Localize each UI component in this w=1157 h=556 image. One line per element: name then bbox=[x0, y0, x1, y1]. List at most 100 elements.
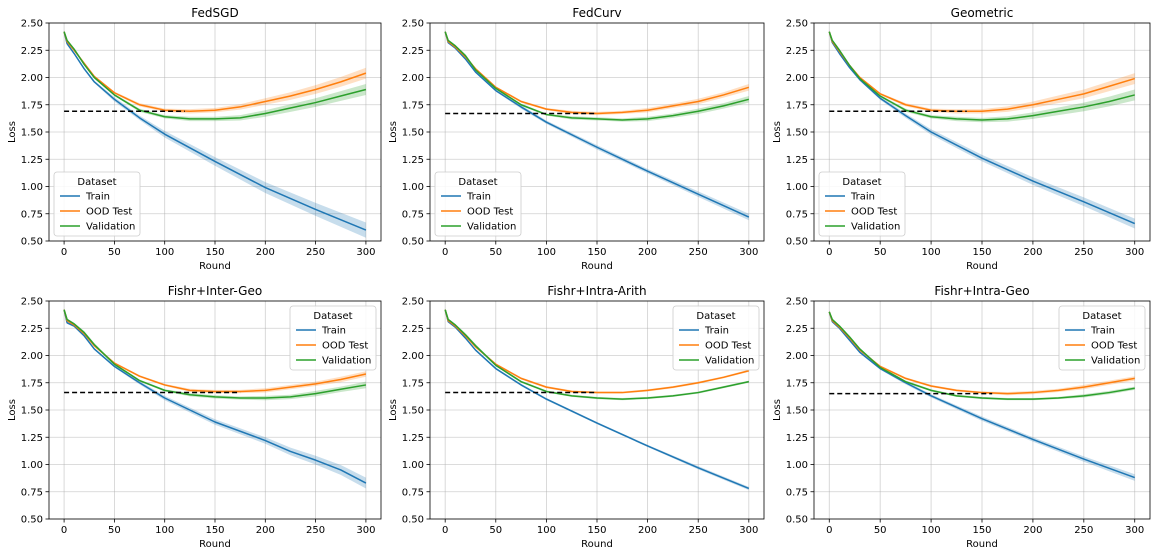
panel-fishr-inter-geo: 0 50 100 150 200 250 300 0.50 0.75 1.00 1.25 1.50 1.… bbox=[7, 284, 382, 550]
panel-title: FedSGD bbox=[191, 6, 238, 20]
y-tick-label: 1.50 bbox=[786, 406, 808, 417]
plot-area bbox=[828, 310, 1135, 481]
y-tick-label: 0.50 bbox=[402, 237, 424, 248]
series-line-train bbox=[828, 311, 1135, 479]
series-line-train bbox=[444, 31, 750, 218]
y-tick-label: 0.75 bbox=[402, 209, 424, 220]
y-tick-label: 1.50 bbox=[402, 128, 424, 139]
y-tick-label: 2.25 bbox=[402, 324, 424, 335]
panel-geometric: 0 50 100 150 200 250 300 0.50 0.75 1.00 1.25 1.50 1.… bbox=[772, 6, 1151, 272]
x-tick-label: 100 bbox=[155, 525, 174, 536]
y-tick-label: 0.75 bbox=[786, 487, 808, 498]
panel-fishr-intra-geo: 0 50 100 150 200 250 300 0.50 0.75 1.00 1.25 1.50 1.… bbox=[772, 284, 1151, 550]
band-validation bbox=[64, 308, 366, 401]
x-tick-label: 100 bbox=[922, 525, 941, 536]
y-tick-label: 1.50 bbox=[786, 128, 808, 139]
series-line-ood-test bbox=[444, 309, 750, 394]
y-tick-label: 2.50 bbox=[786, 297, 808, 308]
y-tick-label: 1.75 bbox=[21, 100, 43, 111]
series-line-ood-test bbox=[63, 309, 367, 393]
legend-label: OOD Test bbox=[467, 207, 513, 218]
panel-title: Geometric bbox=[951, 6, 1014, 20]
x-tick-label: 0 bbox=[61, 525, 67, 536]
y-tick-label: 2.00 bbox=[21, 73, 43, 84]
legend-label: OOD Test bbox=[705, 341, 751, 352]
x-tick-label: 200 bbox=[256, 525, 275, 536]
series-line-train bbox=[63, 31, 367, 231]
y-tick-label: 1.00 bbox=[402, 182, 424, 193]
series-line-train bbox=[828, 31, 1136, 225]
legend-label: Train bbox=[321, 326, 346, 337]
y-axis-label: Loss bbox=[388, 399, 399, 421]
legend-title: Dataset bbox=[696, 311, 735, 322]
x-tick-label: 250 bbox=[689, 525, 708, 536]
y-axis-label: Loss bbox=[388, 121, 399, 143]
series-line-validation bbox=[828, 31, 1135, 121]
plot-area bbox=[444, 308, 750, 491]
band-train bbox=[445, 30, 749, 221]
x-tick-label: 100 bbox=[537, 525, 556, 536]
y-tick-label: 0.75 bbox=[21, 487, 43, 498]
y-axis-label: Loss bbox=[772, 121, 783, 143]
legend-box bbox=[818, 171, 906, 237]
y-tick-label: 1.75 bbox=[786, 100, 808, 111]
panel-fedsgd: 0 50 100 150 200 250 300 0.50 0.75 1.00 1.25 1.50 1.… bbox=[7, 6, 382, 272]
legend: Dataset Train OOD Test Validation bbox=[53, 171, 141, 237]
legend-label: Train bbox=[1090, 326, 1115, 337]
legend-title: Dataset bbox=[77, 177, 116, 188]
x-tick-label: 300 bbox=[356, 247, 375, 258]
y-tick-label: 2.25 bbox=[786, 324, 808, 335]
y-tick-label: 1.25 bbox=[786, 155, 808, 166]
y-tick-label: 1.00 bbox=[786, 460, 808, 471]
panel-title: FedCurv bbox=[572, 6, 621, 20]
y-tick-label: 1.75 bbox=[786, 378, 808, 389]
y-tick-label: 0.50 bbox=[21, 515, 43, 526]
y-tick-label: 1.75 bbox=[402, 100, 424, 111]
x-tick-label: 0 bbox=[442, 247, 448, 258]
y-tick-label: 2.50 bbox=[402, 19, 424, 30]
y-tick-label: 1.25 bbox=[21, 433, 43, 444]
y-tick-label: 2.00 bbox=[21, 351, 43, 362]
x-tick-label: 50 bbox=[874, 247, 887, 258]
y-tick-label: 2.25 bbox=[402, 46, 424, 57]
y-axis-label: Loss bbox=[772, 399, 783, 421]
x-tick-label: 300 bbox=[356, 525, 375, 536]
legend-label: Validation bbox=[467, 222, 516, 233]
x-tick-label: 50 bbox=[489, 525, 502, 536]
y-tick-label: 0.50 bbox=[786, 237, 808, 248]
y-tick-label: 1.00 bbox=[21, 460, 43, 471]
x-tick-label: 150 bbox=[972, 247, 991, 258]
y-tick-label: 0.75 bbox=[21, 209, 43, 220]
legend-title: Dataset bbox=[313, 311, 352, 322]
y-tick-label: 2.50 bbox=[786, 19, 808, 30]
x-tick-label: 100 bbox=[155, 247, 174, 258]
legend-title: Dataset bbox=[458, 177, 497, 188]
panel-title: Fishr+Inter-Geo bbox=[168, 284, 262, 298]
y-tick-label: 1.75 bbox=[402, 378, 424, 389]
x-tick-label: 250 bbox=[689, 247, 708, 258]
x-tick-label: 300 bbox=[739, 525, 758, 536]
y-tick-label: 1.50 bbox=[402, 406, 424, 417]
legend-label: Validation bbox=[1091, 356, 1140, 367]
legend: Dataset Train OOD Test Validation bbox=[818, 171, 906, 237]
legend-label: Validation bbox=[705, 356, 754, 367]
legend: Dataset Train OOD Test Validation bbox=[1058, 305, 1146, 371]
x-tick-label: 100 bbox=[537, 247, 556, 258]
x-tick-label: 300 bbox=[1125, 525, 1144, 536]
x-axis-label: Round bbox=[966, 539, 998, 550]
legend-box bbox=[289, 305, 377, 371]
plot-area bbox=[444, 30, 750, 221]
legend-title: Dataset bbox=[1082, 311, 1121, 322]
x-axis-label: Round bbox=[199, 261, 231, 272]
y-tick-label: 2.50 bbox=[21, 297, 43, 308]
legend-label: Validation bbox=[86, 222, 135, 233]
legend-label: OOD Test bbox=[1091, 341, 1137, 352]
y-tick-label: 0.50 bbox=[786, 515, 808, 526]
y-tick-label: 2.25 bbox=[21, 324, 43, 335]
x-tick-label: 50 bbox=[108, 247, 121, 258]
x-tick-label: 250 bbox=[306, 525, 325, 536]
x-tick-label: 50 bbox=[489, 247, 502, 258]
x-tick-label: 0 bbox=[61, 247, 67, 258]
y-tick-label: 1.75 bbox=[21, 378, 43, 389]
legend-label: Train bbox=[466, 192, 491, 203]
